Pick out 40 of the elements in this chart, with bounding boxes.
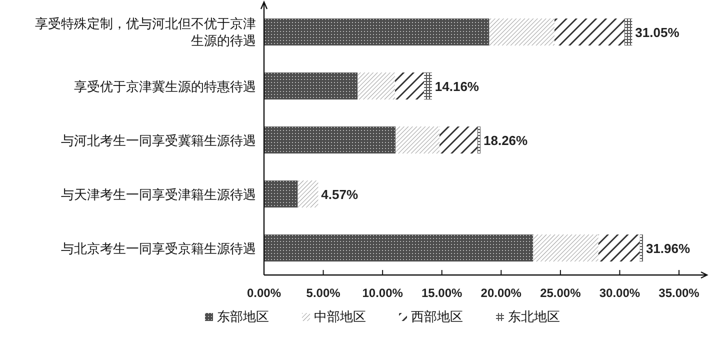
bar: [533, 234, 598, 262]
bar: [264, 18, 490, 46]
bar: [554, 18, 624, 46]
total-label: 18.26%: [484, 133, 528, 148]
x-tick-label: 30.00%: [599, 286, 640, 300]
legend-label: 西部地区: [411, 309, 463, 324]
legend-label: 东部地区: [217, 309, 269, 324]
total-label: 31.05%: [635, 25, 680, 40]
x-tick-label: 0.00%: [246, 286, 282, 300]
bar: [396, 126, 440, 154]
x-tick-label: 20.00%: [480, 286, 522, 300]
total-label: 4.57%: [321, 187, 358, 202]
total-label: 14.16%: [434, 79, 480, 94]
bar: [298, 180, 318, 208]
y-tick-label: 享受优于京津冀生源的特惠待遇: [73, 78, 256, 94]
y-tick-label: 与北京考生一同享受京籍生源待遇: [60, 240, 256, 256]
bar: [264, 180, 298, 208]
x-tick-label: 5.00%: [306, 286, 341, 300]
bar: [624, 18, 632, 46]
bar: [489, 18, 554, 46]
legend-label: 中部地区: [314, 309, 366, 324]
bar: [264, 234, 534, 262]
bar: [264, 72, 358, 100]
bar: [477, 126, 481, 154]
x-tick-label: 15.00%: [422, 286, 463, 300]
x-tick-label: 35.00%: [658, 286, 700, 300]
x-tick-label: 10.00%: [362, 286, 404, 300]
bar: [358, 72, 396, 100]
bar: [424, 72, 432, 100]
total-label: 31.96%: [646, 241, 690, 256]
bar: [598, 234, 640, 262]
legend-label: 东北地区: [508, 309, 560, 324]
y-tick-label: 与河北考生一同享受冀籍生源待遇: [60, 132, 256, 148]
bar: [395, 72, 424, 100]
bar: [439, 126, 478, 154]
y-tick-label: 享受特殊定制，优与河北但不优于京津生源的待遇: [34, 15, 256, 49]
bar: [264, 126, 396, 154]
bar: [640, 234, 643, 262]
x-tick-label: 25.00%: [540, 286, 582, 300]
y-tick-label: 与天津考生一同享受津籍生源待遇: [60, 186, 256, 202]
